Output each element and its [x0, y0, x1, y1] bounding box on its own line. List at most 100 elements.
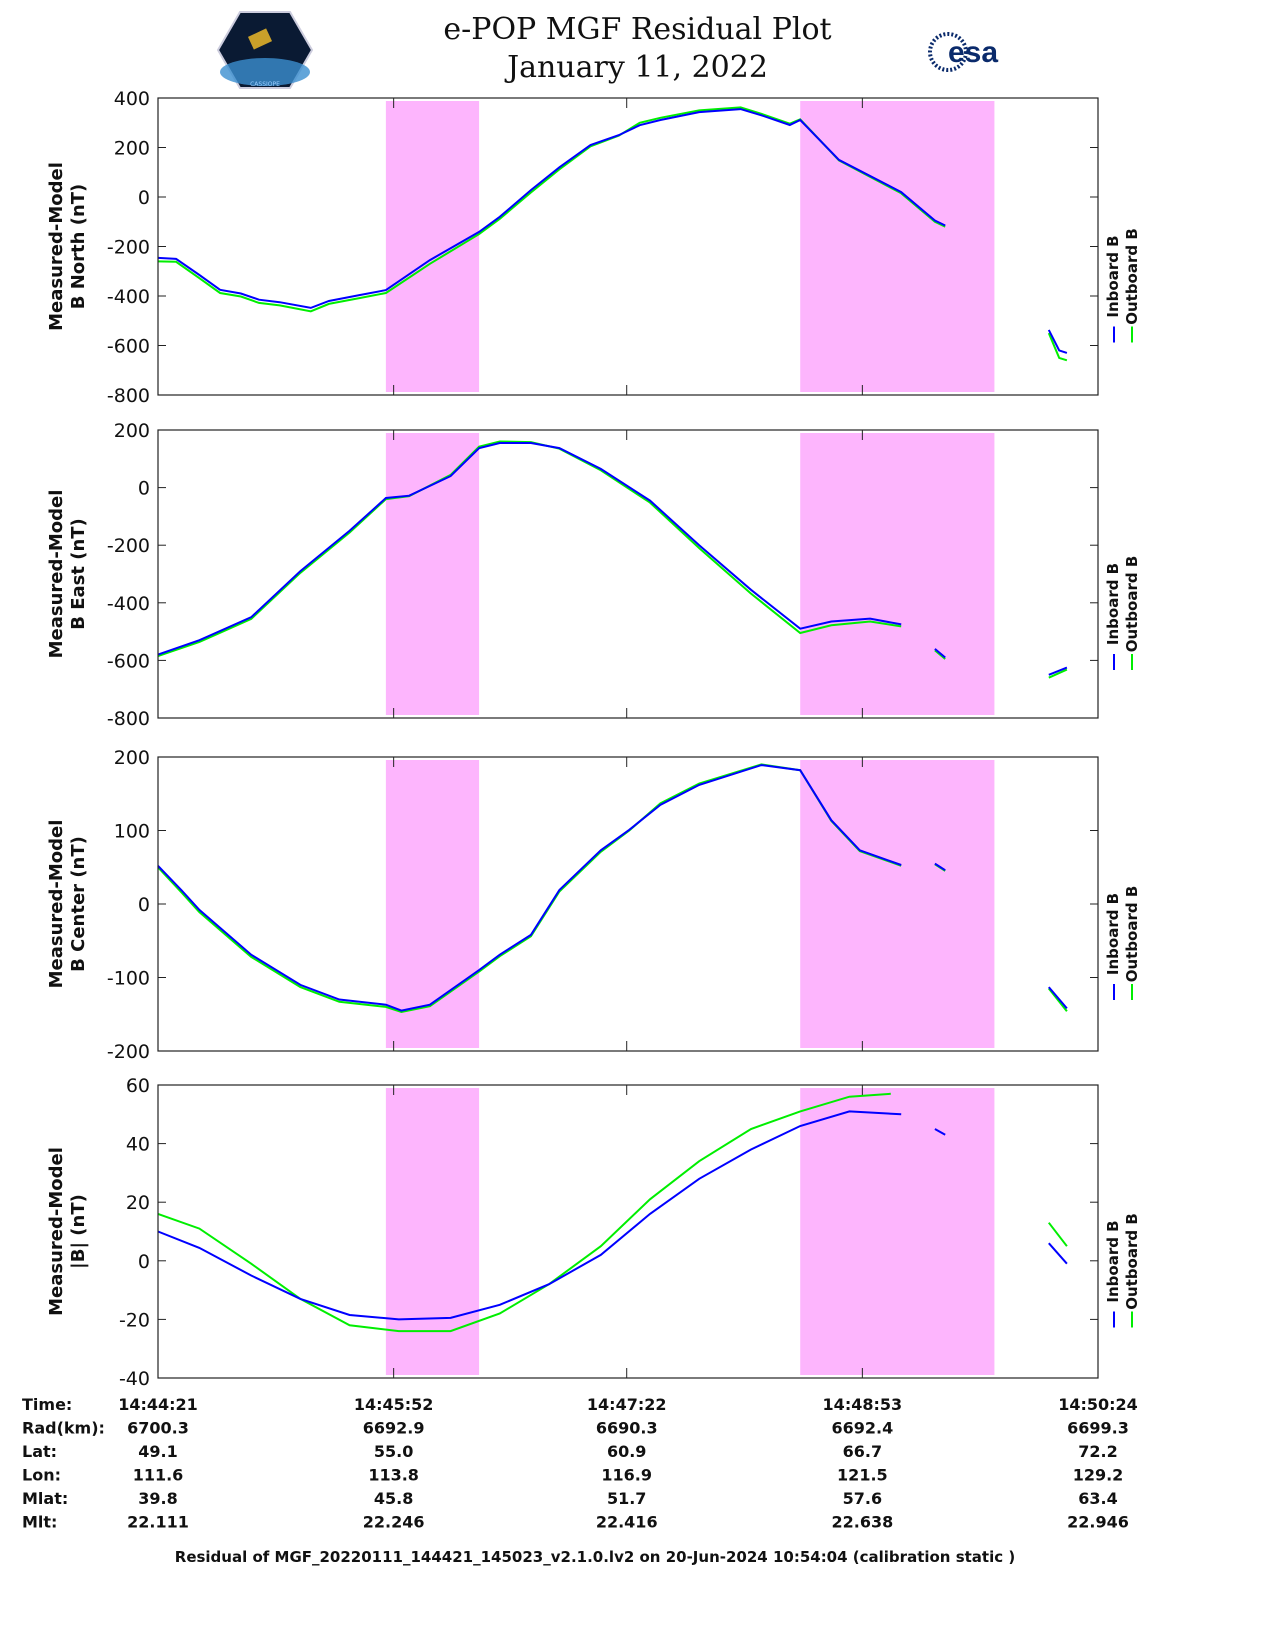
y-axis-label-line1: Measured-Model — [46, 1147, 67, 1316]
inboard-series-line — [934, 862, 946, 872]
shaded-interval — [800, 101, 995, 392]
y-tick-label: 400 — [114, 88, 150, 110]
legend-inboard-label: Inboard B — [1104, 893, 1122, 975]
inboard-series-line — [157, 1110, 902, 1321]
info-row-value: 14:48:53 — [823, 1395, 903, 1414]
info-row-label: Mlt: — [22, 1513, 57, 1532]
info-row-value: 6692.9 — [363, 1419, 425, 1438]
info-row-value: 39.8 — [138, 1489, 177, 1508]
y-tick-label: 200 — [114, 747, 150, 769]
inboard-series-line — [157, 108, 946, 309]
info-row-value: 49.1 — [138, 1442, 177, 1461]
inboard-series-line — [934, 648, 946, 659]
cassiope-logo: CASSIOPE — [216, 11, 314, 89]
plot-frame — [157, 429, 1099, 719]
inboard-series-line — [1048, 986, 1068, 1010]
inboard-series-line — [1048, 666, 1068, 676]
info-row-value: 116.9 — [601, 1466, 652, 1485]
y-axis-label-line1: Measured-Model — [46, 162, 67, 331]
y-axis-label-line2: B Center (nT) — [68, 836, 89, 972]
y-tick-label: 100 — [114, 821, 150, 843]
y-tick-label: 200 — [114, 138, 150, 160]
outboard-series-line — [934, 649, 946, 660]
info-row-value: 111.6 — [133, 1466, 184, 1485]
outboard-series-line — [157, 1092, 891, 1333]
inboard-series-line — [157, 442, 902, 656]
info-row-value: 72.2 — [1078, 1442, 1117, 1461]
info-row-value: 57.6 — [843, 1489, 882, 1508]
legend-inboard-label: Inboard B — [1104, 563, 1122, 645]
y-tick-label: 0 — [138, 187, 150, 209]
esa-logo-text: esa — [948, 36, 998, 69]
y-tick-label: 0 — [138, 478, 150, 500]
info-row-value: 60.9 — [607, 1442, 646, 1461]
info-row-value: 22.946 — [1067, 1513, 1129, 1532]
shaded-interval — [800, 1088, 995, 1375]
panel-3: 60 40 20 0 -20 -40 Measured-Model |B| (nT) Inboa… — [46, 1075, 1141, 1390]
y-tick-label: 60 — [126, 1075, 150, 1097]
shaded-interval — [385, 101, 480, 392]
y-tick-label: -40 — [119, 1368, 150, 1390]
info-row-label: Time: — [22, 1395, 72, 1414]
info-row-value: 22.638 — [831, 1513, 893, 1532]
y-tick-label: -200 — [107, 1041, 150, 1063]
inboard-series-line — [934, 1128, 946, 1136]
legend-outboard-label: Outboard B — [1123, 556, 1141, 653]
outboard-series-line — [1048, 668, 1068, 679]
shaded-interval — [800, 760, 995, 1048]
info-row-value: 6692.4 — [831, 1419, 893, 1438]
esa-logo: esa — [928, 32, 998, 72]
outboard-series-line — [1048, 1222, 1068, 1247]
shaded-interval — [385, 433, 480, 715]
info-row-value: 6699.3 — [1067, 1419, 1129, 1438]
plot-date: January 11, 2022 — [507, 50, 768, 85]
plot-title: e-POP MGF Residual Plot — [443, 12, 832, 47]
info-row-label: Rad(km): — [22, 1419, 105, 1438]
info-row-value: 45.8 — [374, 1489, 413, 1508]
info-row-value: 55.0 — [374, 1442, 413, 1461]
y-tick-label: -200 — [107, 535, 150, 557]
y-tick-label: -800 — [107, 385, 150, 407]
cassiope-logo-text: CASSIOPE — [250, 81, 280, 88]
panel-2: 200 100 0 -100 -200 Measured-Model B Center (n… — [46, 747, 1141, 1063]
inboard-series-line — [157, 764, 902, 1012]
y-tick-label: -400 — [107, 286, 150, 308]
info-row-label: Mlat: — [22, 1489, 68, 1508]
info-row-value: 22.111 — [127, 1513, 189, 1532]
info-row-label: Lon: — [22, 1466, 61, 1485]
y-tick-label: -600 — [107, 336, 150, 358]
info-row-label: Lat: — [22, 1442, 57, 1461]
info-row-value: 22.246 — [363, 1513, 425, 1532]
info-row-value: 6700.3 — [127, 1419, 189, 1438]
shaded-interval — [385, 760, 480, 1048]
y-axis-label-line1: Measured-Model — [46, 490, 67, 659]
y-tick-label: -800 — [107, 708, 150, 730]
info-row-value: 63.4 — [1078, 1489, 1117, 1508]
y-tick-label: 40 — [126, 1134, 150, 1156]
legend-outboard-label: Outboard B — [1123, 1213, 1141, 1310]
y-axis-label-line2: B East (nT) — [68, 518, 89, 630]
info-row-value: 51.7 — [607, 1489, 646, 1508]
legend-inboard-label: Inboard B — [1104, 1220, 1122, 1302]
outboard-series-line — [157, 763, 902, 1014]
info-row-value: 14:50:24 — [1058, 1395, 1138, 1414]
y-tick-label: 20 — [126, 1192, 150, 1214]
info-row-value: 22.416 — [596, 1513, 658, 1532]
info-row-value: 6690.3 — [596, 1419, 658, 1438]
shaded-interval — [800, 433, 995, 715]
info-row-value: 113.8 — [368, 1466, 419, 1485]
legend-inboard-label: Inboard B — [1104, 235, 1122, 317]
inboard-series-line — [1048, 1242, 1068, 1265]
panel-1: 200 0 -200 -400 -600 -800 Measured-Model B East… — [46, 420, 1141, 730]
info-row-value: 14:44:21 — [118, 1395, 198, 1414]
y-tick-label: -200 — [107, 237, 150, 259]
legend-outboard-label: Outboard B — [1123, 228, 1141, 325]
y-tick-label: -600 — [107, 650, 150, 672]
y-tick-label: 0 — [138, 1251, 150, 1273]
outboard-series-line — [1048, 987, 1068, 1012]
plot-frame — [157, 1084, 1099, 1379]
info-row-value: 66.7 — [843, 1442, 882, 1461]
y-tick-label: 200 — [114, 420, 150, 442]
footer-caption: Residual of MGF_20220111_144421_145023_v… — [175, 1548, 1015, 1566]
inboard-series-line — [1047, 329, 1068, 354]
